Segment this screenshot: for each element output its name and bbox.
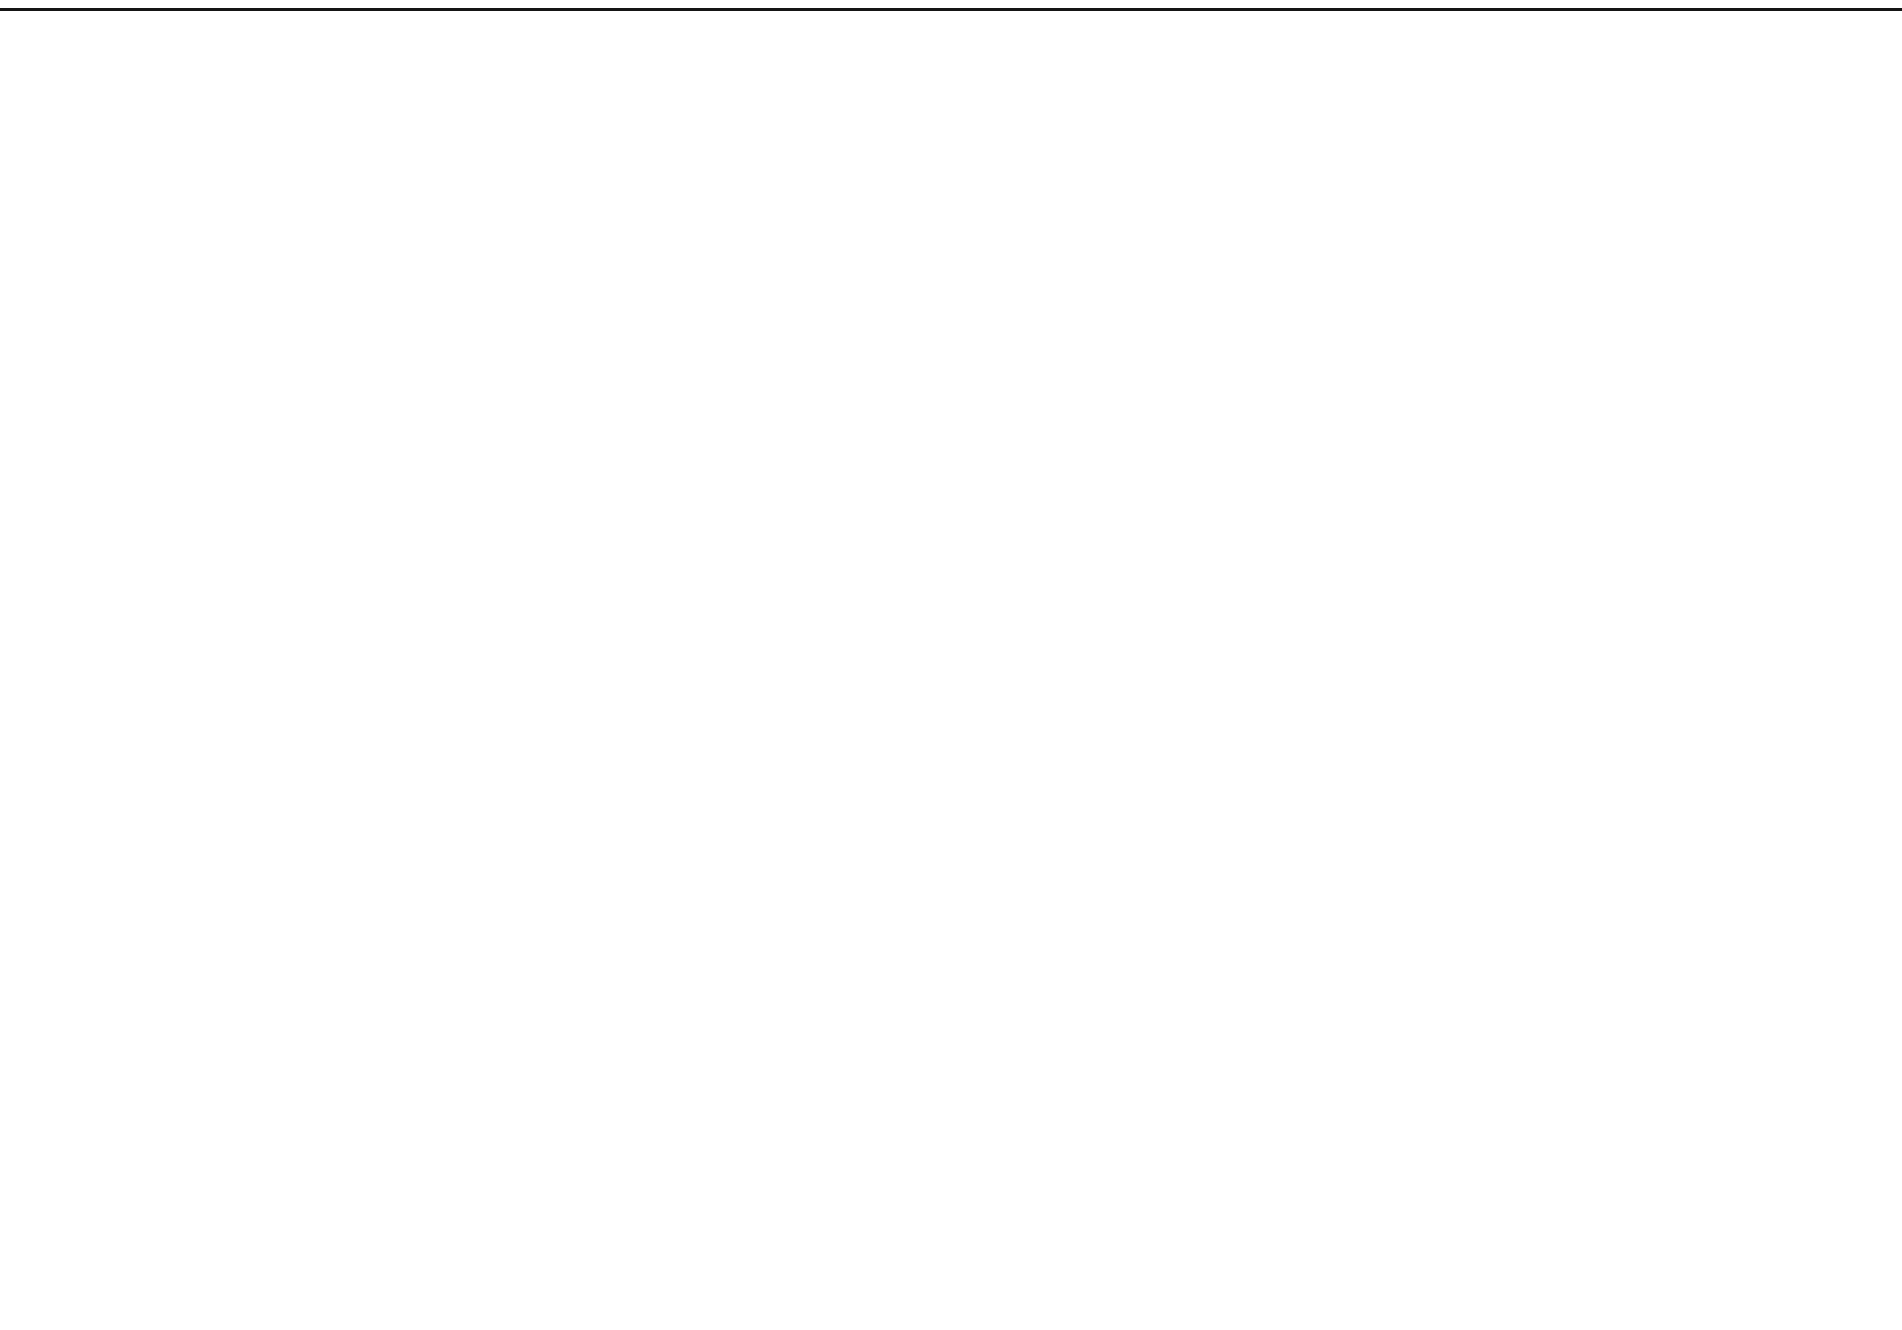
- figure: [0, 0, 1902, 1330]
- chart-canvas: [0, 0, 1902, 1330]
